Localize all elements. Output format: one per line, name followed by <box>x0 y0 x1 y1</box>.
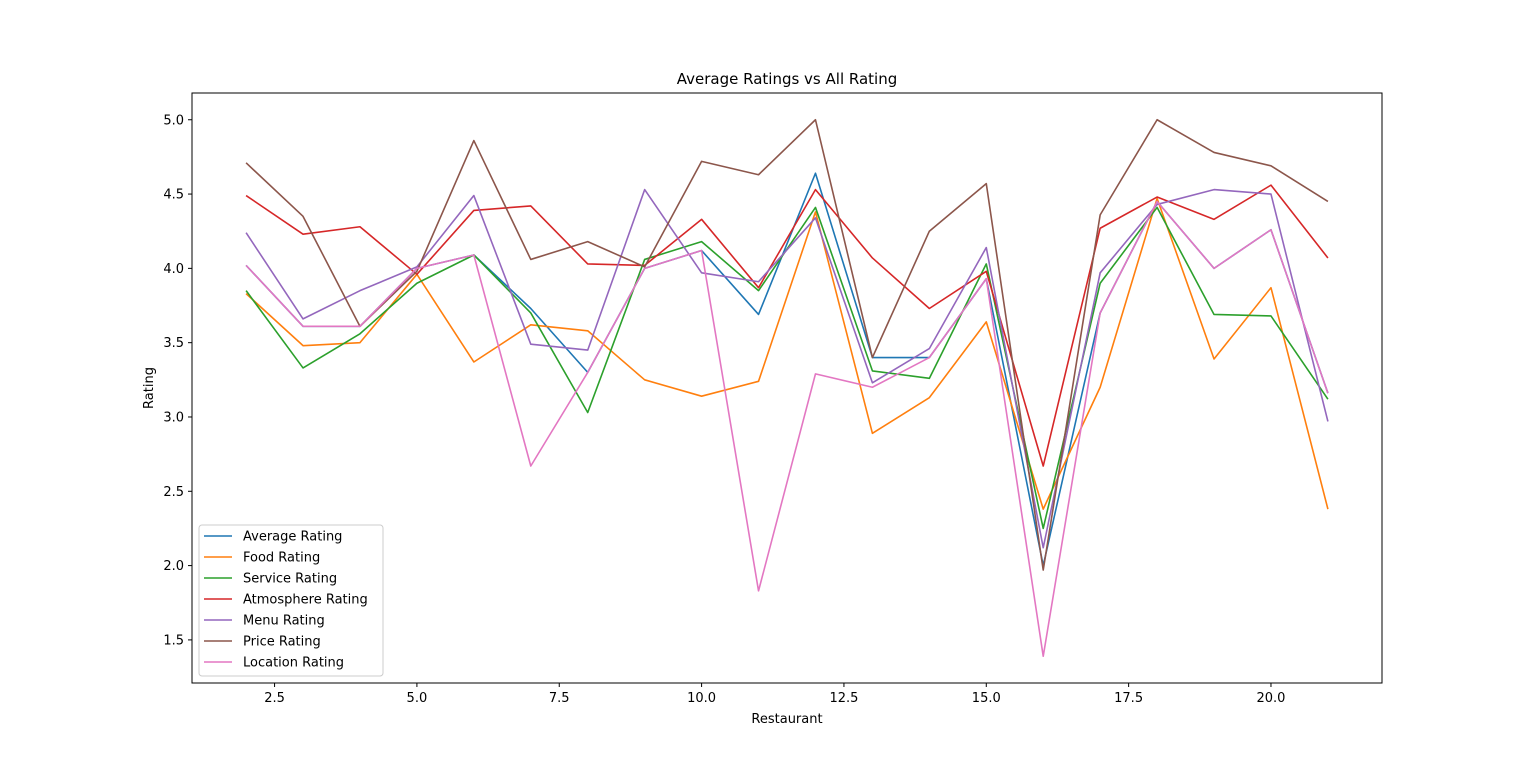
x-axis: 2.5 5.0 7.5 10.0 12.5 15.0 17.5 20.0 <box>264 683 1285 706</box>
legend-label-food-rating: Food Rating <box>243 551 320 566</box>
x-tick-label: 17.5 <box>1114 691 1143 706</box>
y-axis-label: Rating <box>142 367 157 409</box>
x-tick-label: 15.0 <box>972 691 1001 706</box>
legend-box <box>198 524 384 677</box>
legend-label-price-rating: Price Rating <box>243 635 321 650</box>
y-axis: 1.5 2.0 2.5 3.0 3.5 4.0 4.5 5.0 <box>163 113 192 648</box>
series-line-menu-rating <box>245 188 1329 549</box>
series-line-atmosphere-rating <box>245 184 1329 467</box>
x-tick-label: 5.0 <box>407 691 428 706</box>
y-tick-label: 2.0 <box>163 559 184 574</box>
series-line-food-rating <box>245 197 1329 510</box>
legend-label-location-rating: Location Rating <box>243 656 344 671</box>
y-tick-label: 5.0 <box>163 113 184 128</box>
x-tick-label: 12.5 <box>829 691 858 706</box>
legend: Average Rating Food Rating Service Rating A… <box>198 524 384 677</box>
x-tick-label: 20.0 <box>1256 691 1285 706</box>
legend-label-menu-rating: Menu Rating <box>243 614 325 629</box>
legend-label-service-rating: Service Rating <box>243 572 337 587</box>
legend-label-atmosphere-rating: Atmosphere Rating <box>243 593 368 608</box>
y-tick-label: 1.5 <box>163 633 184 648</box>
series-line-price-rating <box>245 118 1329 571</box>
x-tick-label: 2.5 <box>264 691 285 706</box>
x-tick-label: 10.0 <box>687 691 716 706</box>
y-tick-label: 4.0 <box>163 262 184 277</box>
series-line-location-rating <box>245 200 1329 658</box>
y-tick-label: 4.5 <box>163 188 184 203</box>
legend-label-average-rating: Average Rating <box>243 530 342 545</box>
y-tick-label: 3.0 <box>163 410 184 425</box>
y-tick-label: 2.5 <box>163 485 184 500</box>
plot-frame <box>191 92 1383 684</box>
x-tick-label: 7.5 <box>549 691 570 706</box>
x-axis-label: Restaurant <box>751 712 822 727</box>
series-layer <box>245 118 1329 658</box>
y-tick-label: 3.5 <box>163 336 184 351</box>
chart-title: Average Ratings vs All Rating <box>677 70 898 88</box>
